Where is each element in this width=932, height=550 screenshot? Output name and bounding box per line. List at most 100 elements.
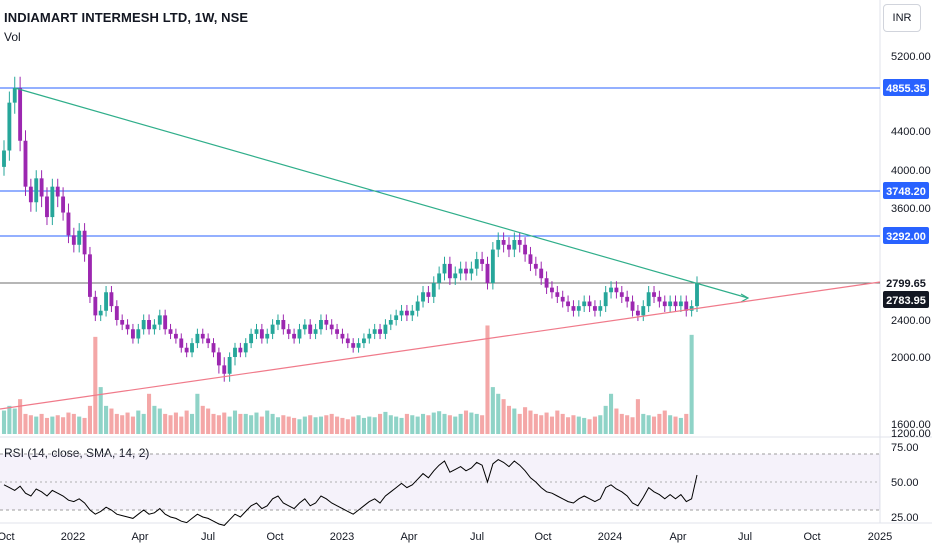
volume-bar: [340, 417, 345, 434]
volume-bar: [415, 416, 420, 434]
candle-body: [619, 292, 624, 297]
candle-body: [662, 301, 667, 307]
falling-trendline: [14, 87, 749, 299]
candle-body: [195, 333, 200, 344]
volume-bar: [254, 412, 259, 434]
candle-body: [523, 244, 528, 255]
candle-body: [533, 263, 538, 269]
candle-body: [254, 329, 259, 334]
marker-badge-bg: [883, 291, 929, 309]
candle-body: [61, 196, 66, 213]
candle-body: [560, 296, 565, 302]
x-tick-label: 2023: [330, 531, 354, 543]
volume-bar: [200, 405, 205, 434]
volume-bar: [388, 415, 393, 434]
volume-bar: [34, 416, 39, 434]
volume-bar: [453, 416, 458, 434]
candle-body: [211, 343, 216, 353]
candle-body: [77, 230, 82, 245]
candle-body: [361, 338, 366, 344]
candle-body: [233, 347, 237, 357]
candle-body: [190, 343, 194, 353]
candle-body: [71, 235, 76, 245]
volume-bar: [93, 336, 98, 434]
volume-bar: [302, 416, 307, 434]
candle-body: [45, 196, 49, 218]
candle-body: [437, 273, 442, 283]
y-tick-label: 3600.00: [891, 203, 931, 215]
volume-bar: [130, 416, 135, 434]
candle-body: [125, 324, 130, 330]
volume-bar: [329, 413, 334, 434]
candle-body: [496, 240, 501, 250]
candle-body: [684, 301, 689, 311]
candle-body: [695, 283, 699, 307]
candle-body: [297, 329, 302, 339]
candle-body: [120, 320, 125, 325]
candle-body: [265, 333, 270, 339]
volume-bar: [539, 415, 544, 434]
candle-body: [18, 88, 23, 141]
candle-body: [652, 292, 656, 297]
volume-bar: [614, 408, 619, 434]
candle-body: [598, 306, 603, 311]
volume-bar: [308, 415, 313, 434]
volume-bar: [7, 405, 12, 434]
volume-bar: [496, 393, 501, 434]
y-tick-label: 5200.00: [891, 51, 931, 63]
candle-body: [603, 292, 608, 307]
volume-bar: [646, 415, 651, 434]
volume-bar: [232, 410, 238, 434]
candle-body: [388, 320, 393, 325]
candle-body: [329, 324, 334, 330]
volume-bar: [44, 417, 50, 434]
volume-bar: [657, 413, 662, 434]
candle-body: [88, 254, 92, 297]
candle-body: [447, 263, 452, 279]
volume-bar: [125, 412, 130, 434]
candle-body: [426, 292, 431, 297]
y-tick-label: 4400.00: [891, 126, 931, 138]
y-tick-label: 2400.00: [891, 315, 931, 327]
volume-bar: [66, 412, 71, 434]
candle-body: [292, 333, 297, 339]
y-tick-label: 1600.00: [891, 419, 931, 431]
candle-body: [173, 333, 178, 339]
candle-body: [130, 329, 135, 339]
candle-body: [367, 333, 372, 339]
candle-body: [576, 306, 581, 311]
volume-bar: [281, 415, 286, 434]
candle-body: [313, 329, 318, 334]
level-badge: 4855.35: [886, 83, 926, 95]
volume-bar: [98, 387, 103, 434]
volume-bar: [120, 415, 125, 434]
volume-bar: [431, 412, 436, 434]
candle-body: [582, 301, 587, 307]
volume-bar: [335, 416, 340, 434]
candle-body: [2, 150, 6, 167]
candle-body: [281, 320, 286, 330]
candle-body: [308, 324, 313, 334]
x-tick-label: Oct: [266, 531, 283, 543]
candle-body: [453, 273, 458, 279]
candle-body: [404, 310, 409, 316]
currency-button[interactable]: INR: [883, 4, 921, 32]
candle-body: [179, 338, 184, 348]
volume-bar: [227, 416, 232, 434]
candle-body: [490, 249, 495, 283]
volume-bar: [50, 416, 55, 434]
candle-body: [678, 301, 683, 307]
volume-bar: [71, 413, 76, 434]
volume-bar: [528, 410, 533, 434]
candle-body: [93, 296, 98, 316]
candle-body: [442, 263, 447, 274]
volume-bar: [383, 411, 388, 434]
x-tick-label: Jul: [201, 531, 215, 543]
candle-body: [104, 292, 109, 311]
x-tick-label: Apr: [131, 531, 148, 543]
chart-title: INDIAMART INTERMESH LTD, 1W, NSE: [4, 10, 249, 25]
candle-body: [39, 178, 44, 197]
volume-bar: [168, 415, 173, 434]
candle-body: [136, 329, 141, 339]
